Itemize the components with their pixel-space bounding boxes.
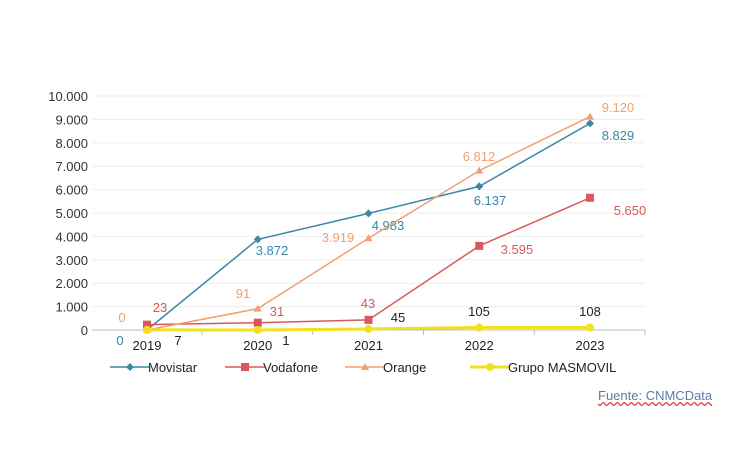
data-point-vodafone	[475, 241, 484, 250]
legend-label-movistar: Movistar	[148, 360, 198, 375]
x-tick-label: 2021	[354, 338, 383, 353]
data-label-vodafone: 23	[153, 300, 167, 315]
y-tick-label: 4.000	[55, 229, 88, 244]
legend-marker-movistar	[126, 363, 134, 371]
data-label-vodafone: 43	[361, 296, 375, 311]
x-tick-label: 2022	[465, 338, 494, 353]
y-tick-label: 8.000	[55, 136, 88, 151]
data-point-movistar	[475, 182, 484, 191]
data-label-orange: 3.919	[322, 230, 355, 245]
data-label-vodafone: 31	[270, 304, 284, 319]
data-label-movistar: 6.137	[474, 193, 507, 208]
y-tick-label: 1.000	[55, 300, 88, 315]
data-point-vodafone	[586, 193, 594, 202]
data-point-movistar	[253, 235, 262, 244]
x-tick-label: 2023	[576, 338, 605, 353]
data-point-movistar	[364, 209, 373, 218]
data-label-grupo-masmovil: 45	[391, 310, 405, 325]
y-tick-label: 6.000	[55, 183, 88, 198]
data-label-orange: 0	[118, 310, 125, 325]
data-point-vodafone	[253, 318, 262, 327]
data-label-movistar: 8.829	[602, 128, 635, 143]
data-point-orange	[586, 112, 594, 120]
data-label-movistar: 0	[116, 333, 123, 348]
y-tick-label: 3.000	[55, 253, 88, 268]
y-tick-label: 0	[81, 323, 88, 338]
legend-label-grupo-masmovil: Grupo MASMOVIL	[508, 360, 616, 375]
data-point-orange	[364, 234, 373, 242]
legend-label-orange: Orange	[383, 360, 426, 375]
data-label-vodafone: 5.650	[614, 203, 647, 218]
data-label-grupo-masmovil: 7	[174, 333, 181, 348]
data-point-movistar	[586, 119, 594, 128]
data-point-vodafone	[364, 315, 373, 324]
data-point-grupo-masmovil	[253, 325, 262, 334]
legend-marker-grupo-masmovil	[486, 363, 494, 371]
y-tick-label: 7.000	[55, 159, 88, 174]
data-point-grupo-masmovil	[364, 324, 373, 333]
data-label-grupo-masmovil: 1	[282, 333, 289, 348]
y-tick-label: 9.000	[55, 112, 88, 127]
y-tick-label: 5.000	[55, 206, 88, 221]
y-tick-label: 2.000	[55, 276, 88, 291]
legend-label-vodafone: Vodafone	[263, 360, 318, 375]
legend-marker-orange	[361, 363, 369, 370]
data-point-vodafone	[143, 320, 151, 329]
data-point-orange	[475, 166, 484, 174]
x-tick-label: 2020	[243, 338, 272, 353]
data-label-movistar: 3.872	[256, 243, 289, 258]
data-point-grupo-masmovil	[143, 325, 151, 334]
data-point-grupo-masmovil	[586, 323, 594, 332]
data-label-grupo-masmovil: 108	[579, 304, 601, 319]
y-tick-label: 10.000	[48, 89, 88, 104]
source-link[interactable]: Fuente: CNMCData	[598, 388, 713, 403]
data-label-grupo-masmovil: 105	[468, 304, 490, 319]
x-tick-label: 2019	[133, 338, 162, 353]
data-label-orange: 9.120	[602, 100, 635, 115]
data-label-orange: 91	[236, 286, 250, 301]
data-point-grupo-masmovil	[475, 323, 484, 332]
data-point-orange	[253, 304, 262, 312]
legend-marker-vodafone	[241, 363, 249, 371]
data-label-orange: 6.812	[463, 149, 496, 164]
data-label-vodafone: 3.595	[501, 242, 534, 257]
